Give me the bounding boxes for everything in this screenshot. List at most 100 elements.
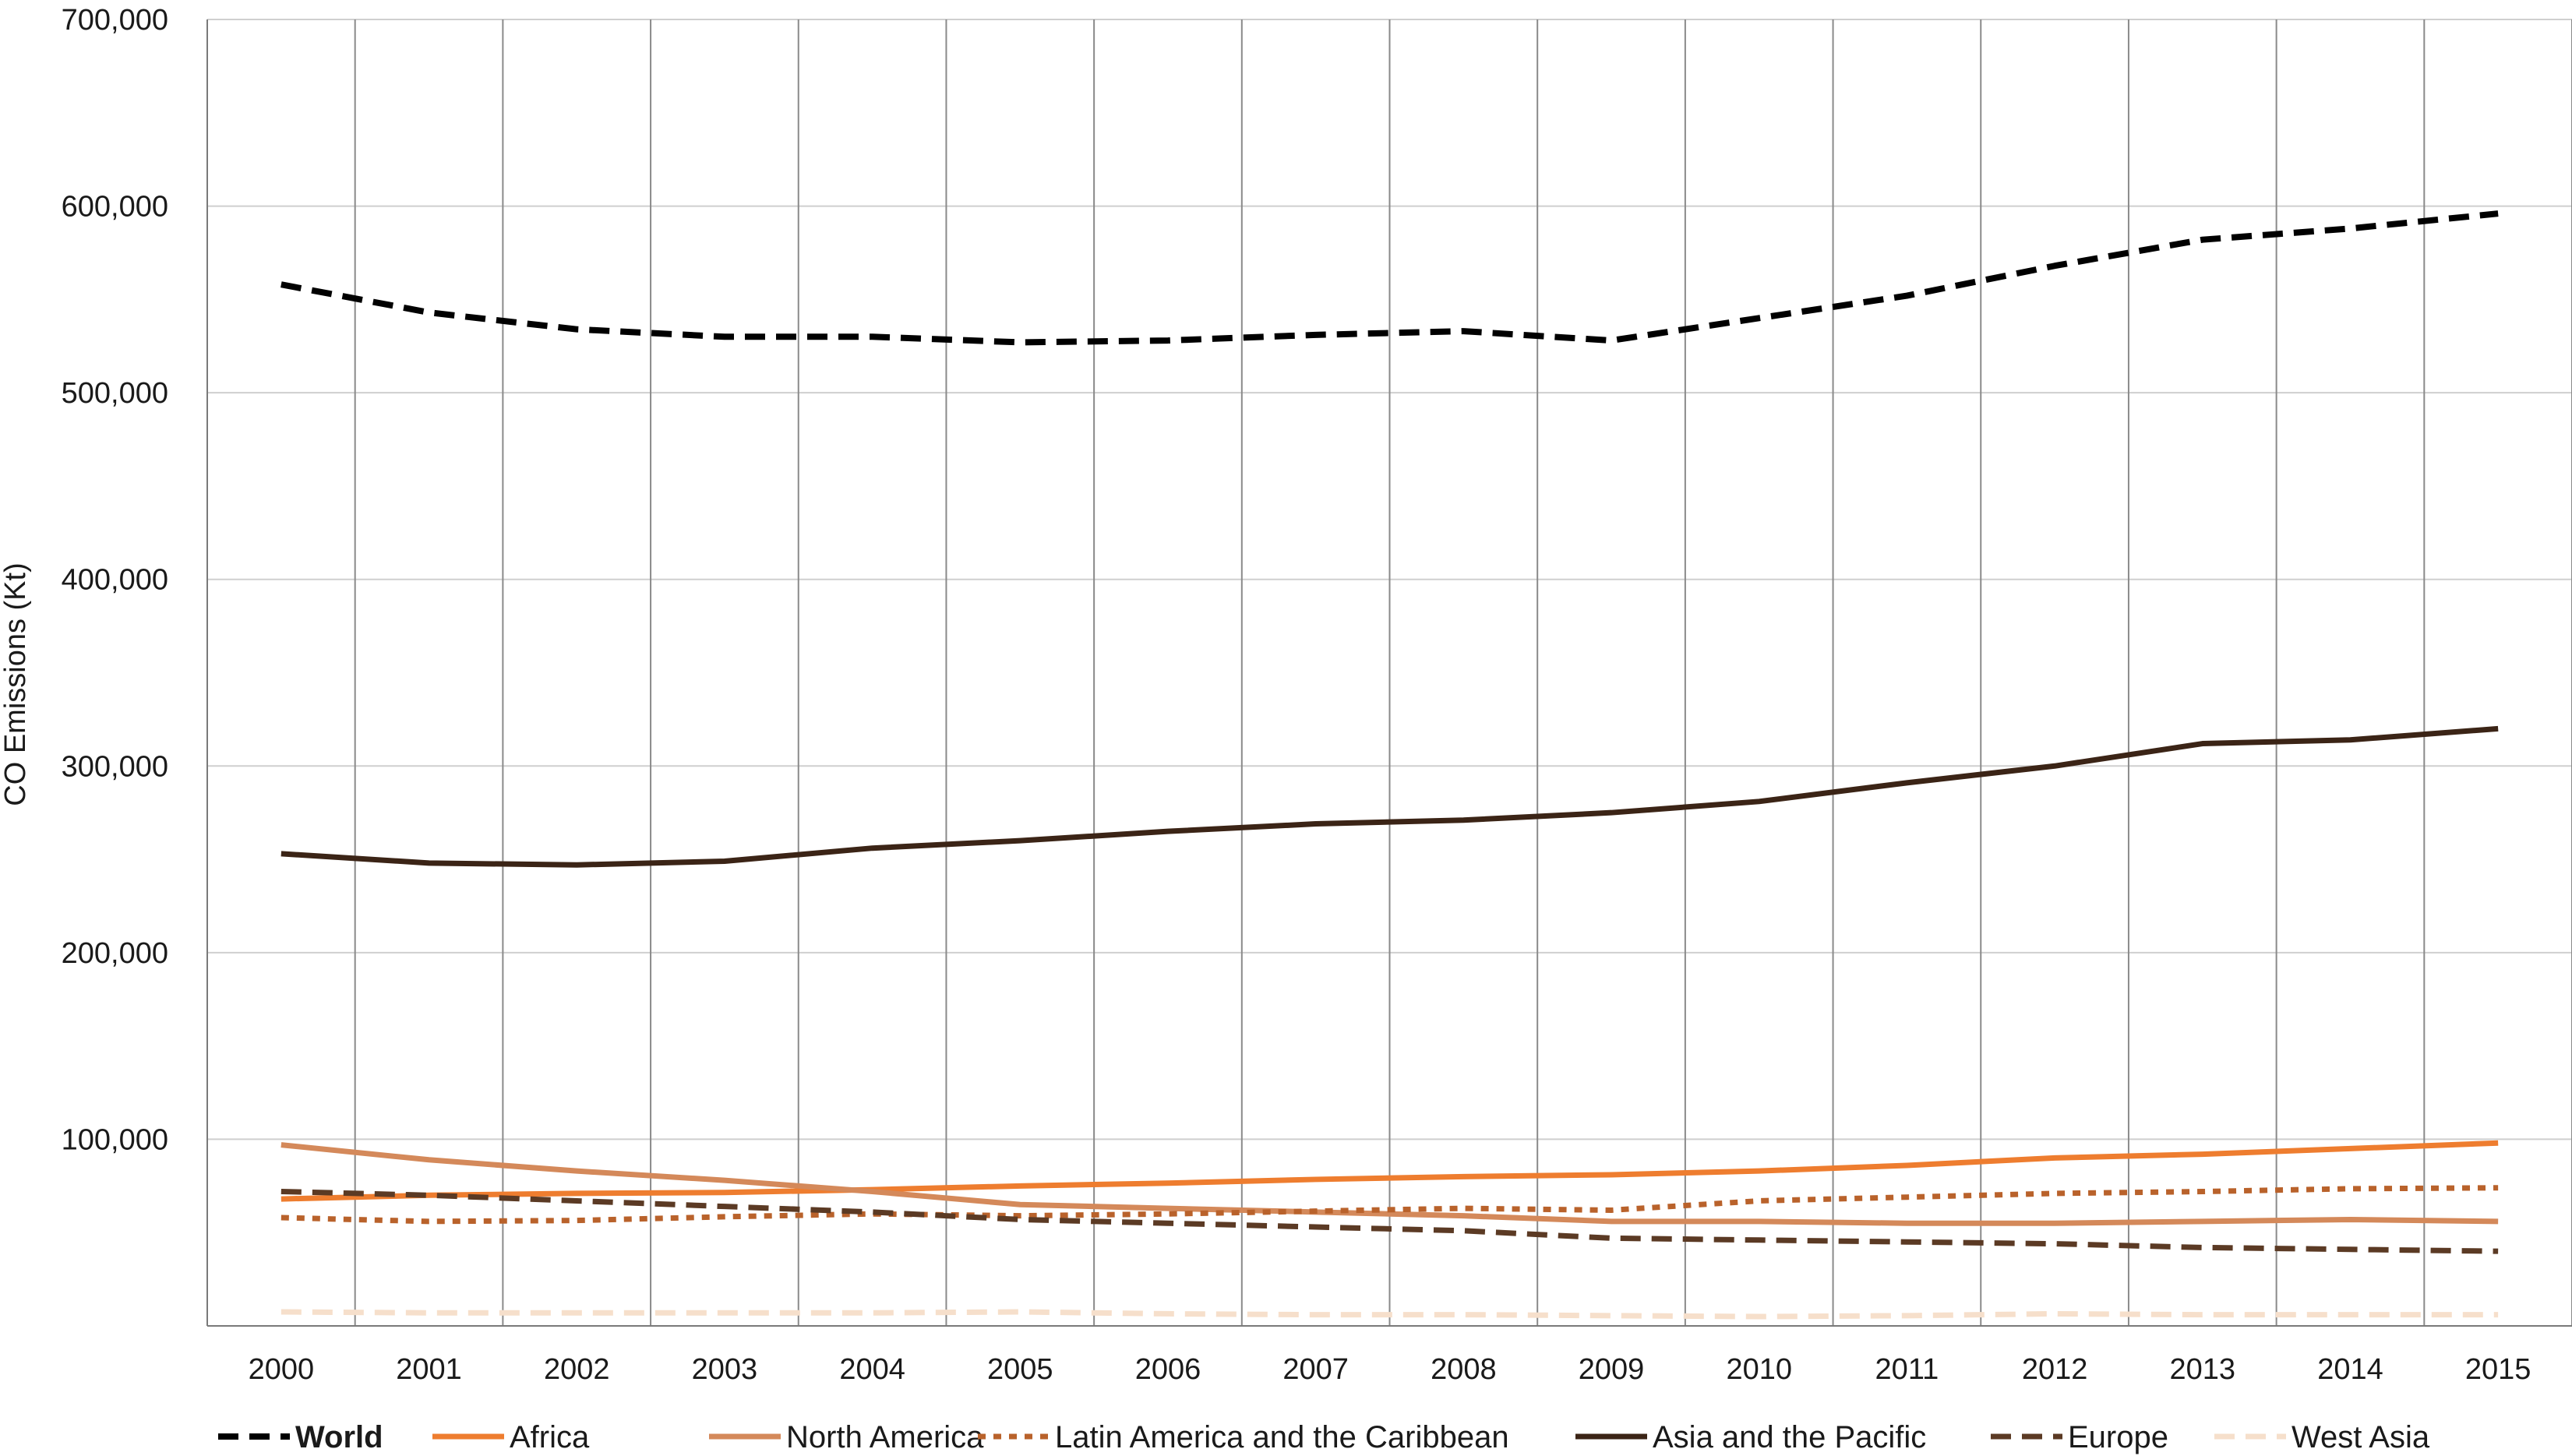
- series-north-america: [280, 1142, 2500, 1226]
- data-point: [2496, 726, 2500, 731]
- data-point: [1461, 1229, 1466, 1233]
- data-point: [1904, 1163, 1909, 1168]
- data-point: [870, 1210, 875, 1215]
- legend-item[interactable]: World: [218, 1420, 383, 1454]
- data-point: [1461, 1214, 1466, 1218]
- data-point: [574, 1198, 579, 1203]
- data-point: [2348, 1186, 2352, 1191]
- data-point: [2496, 1140, 2500, 1145]
- data-point: [1314, 1209, 1318, 1214]
- legend-label: Latin America and the Caribbean: [1055, 1420, 1509, 1454]
- x-tick-label: 2005: [987, 1353, 1053, 1386]
- series-line: [280, 1140, 2499, 1202]
- data-point: [279, 1190, 284, 1194]
- data-point: [574, 1191, 579, 1196]
- x-tick-label: 2015: [2465, 1353, 2531, 1386]
- y-axis-title: CO Emissions (Kt): [0, 562, 32, 806]
- data-point: [1609, 1313, 1614, 1318]
- data-point: [1166, 1221, 1170, 1225]
- data-point: [1609, 1236, 1614, 1240]
- x-tick-label: 2010: [1726, 1353, 1792, 1386]
- data-point: [2200, 1190, 2205, 1194]
- legend-label: Africa: [510, 1420, 590, 1454]
- data-point: [1904, 781, 1909, 785]
- data-point: [574, 1169, 579, 1173]
- data-point: [1018, 838, 1022, 843]
- x-tick-label: 2004: [839, 1353, 905, 1386]
- data-point: [2052, 1191, 2057, 1196]
- legend-item[interactable]: Europe: [1991, 1420, 2168, 1454]
- y-tick-label: 100,000: [62, 1123, 168, 1156]
- data-point: [1757, 1238, 1762, 1243]
- y-tick-label: 300,000: [62, 750, 168, 783]
- data-series: [279, 210, 2500, 1320]
- x-tick-label: 2002: [544, 1353, 610, 1386]
- data-point: [574, 327, 579, 332]
- x-axis-tick-labels: 2000 2001 2002 2003 2004 2005 2006 2007 2008 2009…: [249, 1353, 2531, 1386]
- data-point: [279, 1197, 284, 1201]
- data-point: [1609, 810, 1614, 815]
- data-point: [1904, 1221, 1909, 1225]
- y-tick-label: 400,000: [62, 564, 168, 597]
- data-point: [1314, 1177, 1318, 1182]
- data-point: [722, 1190, 727, 1195]
- data-point: [427, 861, 432, 865]
- data-point: [1166, 1311, 1170, 1316]
- x-tick-label: 2014: [2317, 1353, 2383, 1386]
- legend-item[interactable]: West Asia: [2214, 1420, 2430, 1454]
- legend-label: Asia and the Pacific: [1653, 1420, 1926, 1454]
- data-point: [1018, 340, 1022, 344]
- axes: [206, 19, 2572, 1327]
- data-point: [722, 1310, 727, 1315]
- data-point: [2052, 1155, 2057, 1160]
- data-point: [1757, 316, 1762, 320]
- data-point: [2348, 226, 2352, 231]
- data-point: [2052, 263, 2057, 268]
- data-point: [2348, 1247, 2352, 1252]
- data-point: [2348, 1313, 2352, 1317]
- x-tick-label: 2006: [1135, 1353, 1201, 1386]
- data-point: [870, 1190, 875, 1194]
- data-point: [1461, 1206, 1466, 1211]
- data-point: [1166, 1211, 1170, 1216]
- series-west-asia: [280, 1309, 2499, 1320]
- data-point: [2496, 1186, 2500, 1190]
- y-tick-label: 700,000: [62, 4, 168, 37]
- x-tick-label: 2009: [1579, 1353, 1645, 1386]
- data-point: [1018, 1202, 1022, 1207]
- data-point: [2496, 1219, 2500, 1224]
- data-point: [1018, 1217, 1022, 1222]
- data-point: [1757, 1198, 1762, 1203]
- legend-item[interactable]: Asia and the Pacific: [1575, 1420, 1926, 1454]
- legend-item[interactable]: Latin America and the Caribbean: [978, 1420, 1509, 1454]
- y-tick-label: 600,000: [62, 191, 168, 224]
- data-point: [2496, 1249, 2500, 1253]
- data-point: [1314, 333, 1318, 337]
- legend-label: World: [295, 1420, 383, 1454]
- data-point: [1757, 1219, 1762, 1224]
- legend-item[interactable]: North America: [709, 1420, 984, 1454]
- gridlines: [206, 19, 2572, 1326]
- data-point: [1904, 1313, 1909, 1318]
- data-point: [2052, 1311, 2057, 1316]
- data-point: [427, 1158, 432, 1162]
- x-tick-label: 2003: [692, 1353, 758, 1386]
- data-point: [1461, 1174, 1466, 1179]
- data-point: [279, 851, 284, 856]
- data-point: [2200, 1152, 2205, 1157]
- data-point: [427, 1310, 432, 1315]
- data-point: [2200, 1219, 2205, 1224]
- data-point: [870, 846, 875, 851]
- data-point: [1018, 1310, 1022, 1314]
- data-point: [722, 1215, 727, 1219]
- data-point: [1904, 294, 1909, 298]
- legend[interactable]: World Africa North America Latin America an…: [218, 1420, 2430, 1454]
- series-europe: [279, 1189, 2500, 1254]
- data-point: [2052, 763, 2057, 768]
- legend-label: North America: [786, 1420, 984, 1454]
- data-point: [2052, 1221, 2057, 1225]
- data-point: [427, 1193, 432, 1197]
- legend-item[interactable]: Africa: [432, 1420, 590, 1454]
- series-line: [280, 1309, 2499, 1320]
